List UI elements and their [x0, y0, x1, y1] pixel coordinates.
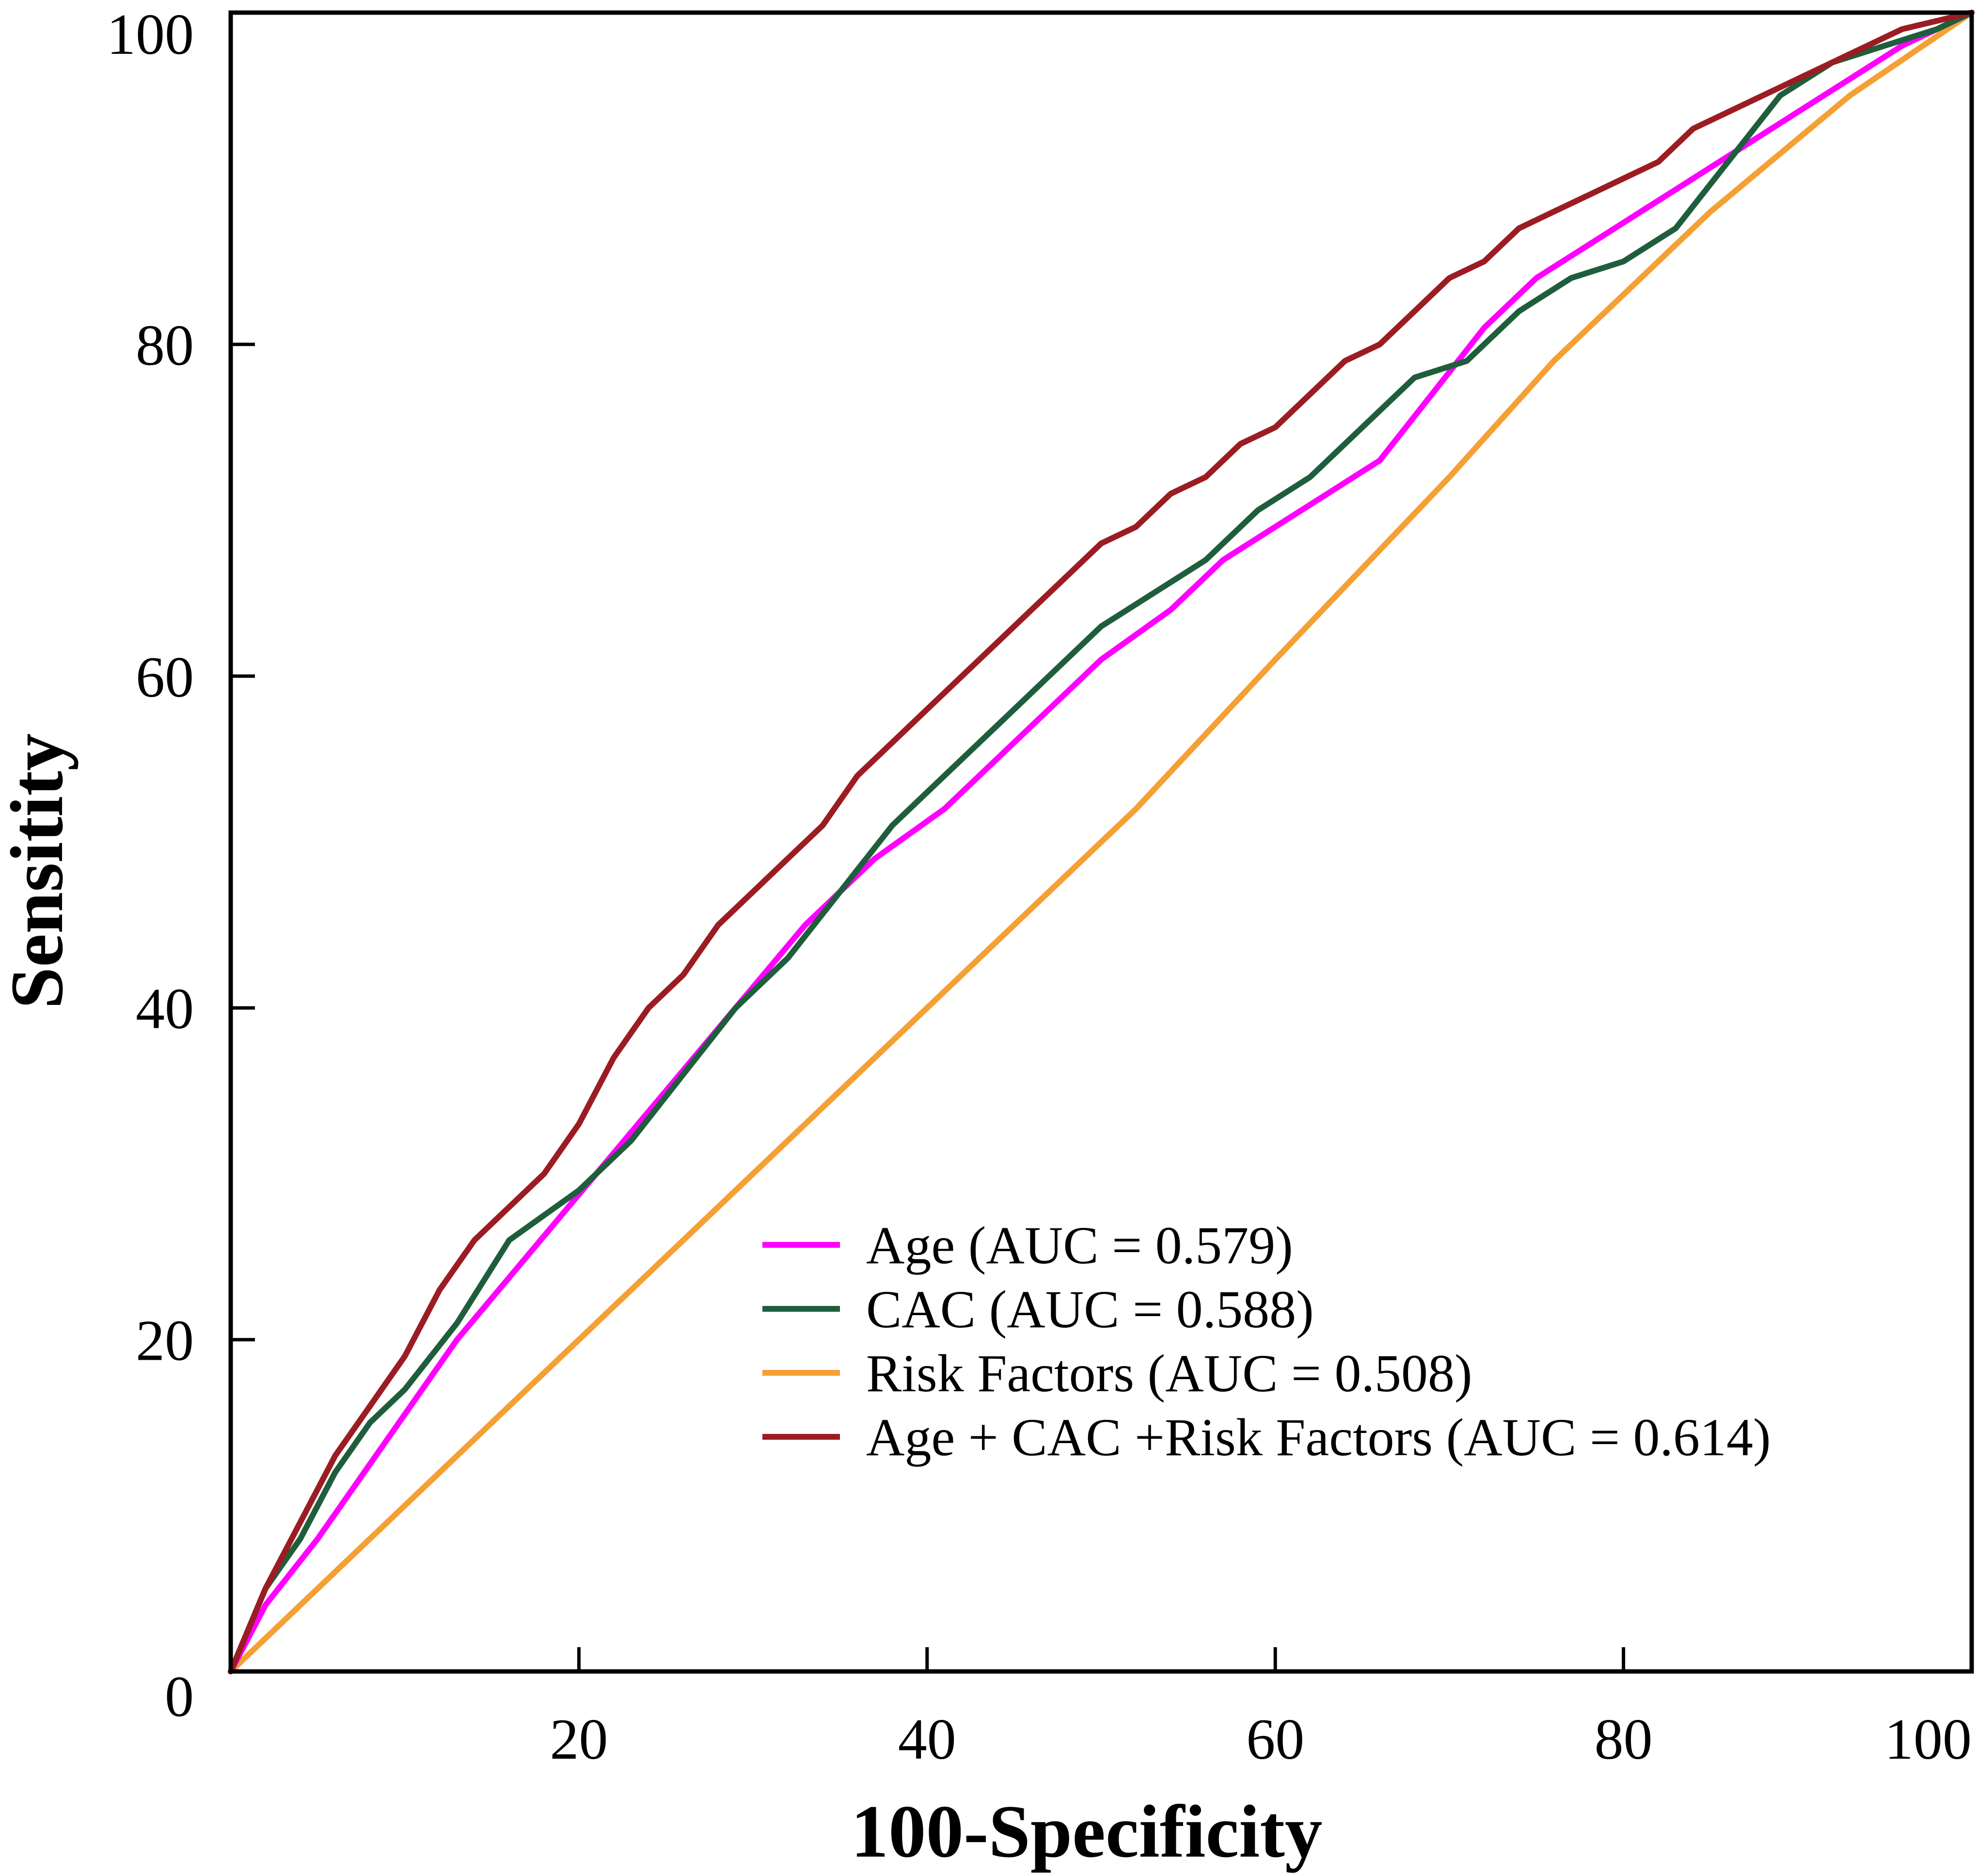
legend-label: Age (AUC = 0.579)	[866, 1216, 1293, 1275]
x-tick-label: 20	[550, 1707, 608, 1771]
y-axis-title: Sensitity	[0, 733, 79, 1009]
series-line-2	[228, 10, 1975, 1674]
ticks-layer: 20 40 60 80 100 0 20 40 60 80 100	[107, 2, 1974, 1771]
series-line-3	[228, 10, 1975, 1674]
x-axis-title: 100-Specificity	[851, 1790, 1323, 1873]
y-tick-label: 40	[136, 976, 194, 1041]
legend: Age (AUC = 0.579)CAC (AUC = 0.588)Risk F…	[762, 1216, 1771, 1467]
y-tick-label: 80	[136, 313, 194, 377]
series-line-0	[228, 10, 1975, 1674]
y-tick-label: 100	[107, 2, 194, 66]
y-tick-label: 0	[165, 1664, 194, 1729]
y-tick-label: 60	[136, 645, 194, 709]
x-tick-label: 80	[1595, 1707, 1653, 1771]
series-layer	[228, 10, 1975, 1674]
legend-label: Risk Factors (AUC = 0.508)	[866, 1344, 1472, 1403]
legend-label: Age + CAC +Risk Factors (AUC = 0.614)	[866, 1408, 1771, 1467]
x-tick-label: 40	[898, 1707, 956, 1771]
series-line-1	[228, 10, 1975, 1674]
x-tick-label: 60	[1246, 1707, 1304, 1771]
y-tick-label: 20	[136, 1308, 194, 1373]
plot-frame	[228, 10, 1974, 1674]
x-tick-label: 100	[1884, 1707, 1972, 1771]
legend-label: CAC (AUC = 0.588)	[866, 1280, 1314, 1339]
